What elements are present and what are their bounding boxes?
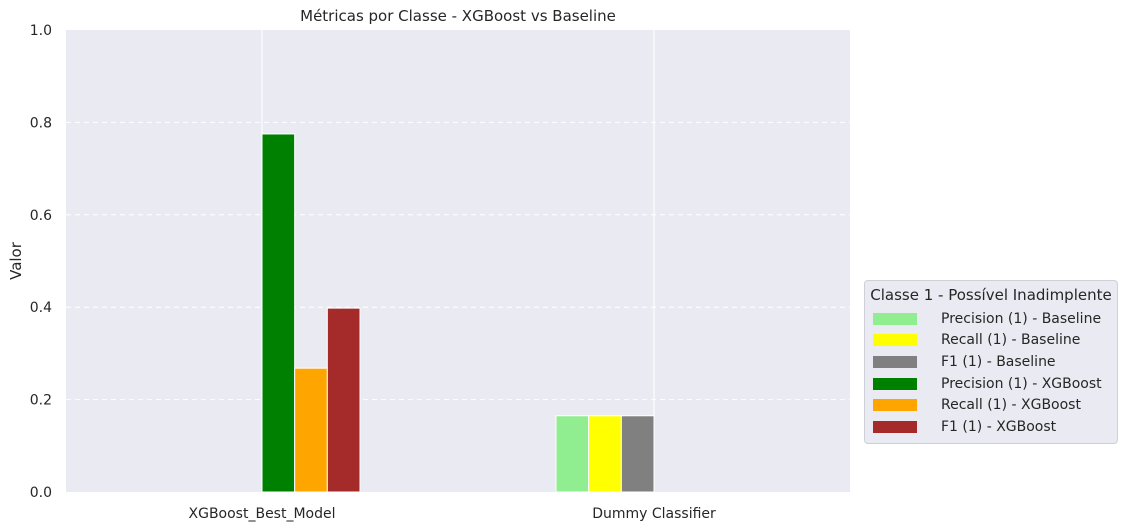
bar: [294, 367, 328, 493]
y-tick-label: 0.6: [30, 208, 52, 224]
legend-item: F1 (1) - XGBoost: [865, 416, 1117, 438]
bars: [261, 133, 655, 493]
legend-item: Recall (1) - XGBoost: [865, 394, 1117, 416]
x-tick-label: Dummy Classifier: [592, 506, 716, 522]
legend-swatch: [873, 399, 917, 412]
bar: [588, 415, 622, 493]
legend-item: Precision (1) - XGBoost: [865, 373, 1117, 395]
x-tick-label: XGBoost_Best_Model: [189, 506, 336, 522]
x-tick-labels: XGBoost_Best_Model Dummy Classifier: [189, 506, 717, 522]
y-tick-label: 0.2: [30, 393, 52, 409]
bar: [326, 307, 361, 493]
y-tick-labels: 0.0 0.2 0.4 0.6 0.8 1.0: [30, 23, 52, 501]
legend-label: Precision (1) - XGBoost: [941, 375, 1102, 392]
y-tick-label: 0.0: [30, 485, 52, 501]
bar: [555, 415, 590, 493]
bar: [261, 133, 296, 493]
legend-label: F1 (1) - Baseline: [941, 353, 1056, 370]
y-tick-label: 0.4: [30, 300, 52, 316]
legend-label: Precision (1) - Baseline: [941, 310, 1102, 327]
legend-swatch: [873, 312, 917, 325]
legend-item: Recall (1) - Baseline: [865, 330, 1117, 352]
chart-title: Métricas por Classe - XGBoost vs Baselin…: [300, 7, 616, 25]
legend-swatch: [873, 334, 917, 347]
legend-label: Recall (1) - XGBoost: [941, 397, 1081, 414]
legend-items: Precision (1) - Baseline Recall (1) - Bas…: [865, 308, 1117, 438]
legend-swatch: [873, 377, 917, 390]
legend-item: Precision (1) - Baseline: [865, 308, 1117, 330]
legend-title: Classe 1 - Possível Inadimplente: [870, 286, 1112, 304]
legend-label: F1 (1) - XGBoost: [941, 418, 1057, 435]
y-tick-label: 1.0: [30, 23, 52, 39]
legend-label: Recall (1) - Baseline: [941, 332, 1081, 349]
y-axis-label: Valor: [7, 241, 25, 280]
plot-background: [66, 30, 850, 492]
legend-swatch: [873, 420, 917, 433]
legend: Classe 1 - Possível Inadimplente Precisi…: [864, 280, 1118, 444]
bar: [620, 415, 655, 493]
y-tick-label: 0.8: [30, 115, 52, 131]
legend-swatch: [873, 355, 917, 368]
legend-item: F1 (1) - Baseline: [865, 351, 1117, 373]
